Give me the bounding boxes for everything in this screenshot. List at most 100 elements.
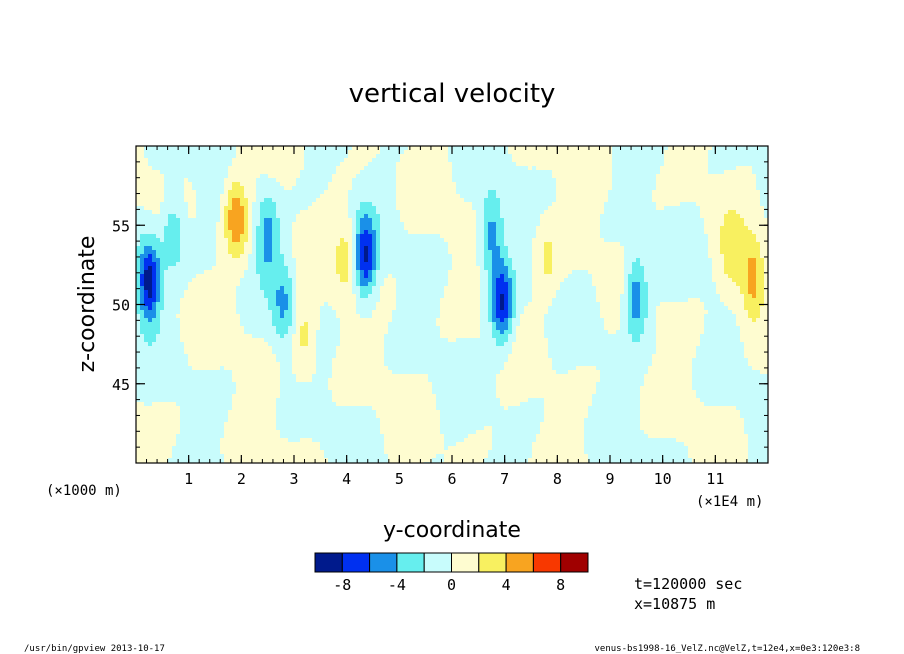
field-cell bbox=[308, 182, 313, 187]
field-cell bbox=[728, 174, 733, 179]
field-cell bbox=[756, 174, 761, 179]
field-cell bbox=[220, 254, 225, 259]
field-cell bbox=[156, 234, 161, 239]
field-cell bbox=[636, 242, 641, 247]
field-cell bbox=[328, 174, 333, 179]
field-cell bbox=[204, 186, 209, 191]
field-cell bbox=[160, 258, 165, 263]
field-cell bbox=[696, 170, 701, 175]
field-cell bbox=[740, 258, 745, 263]
field-cell bbox=[176, 206, 181, 211]
field-cell bbox=[360, 162, 365, 167]
field-cell bbox=[348, 242, 353, 247]
field-cell bbox=[508, 234, 513, 239]
field-cell bbox=[716, 174, 721, 179]
field-cell bbox=[240, 210, 245, 215]
field-cell bbox=[452, 150, 457, 155]
field-cell bbox=[240, 270, 245, 275]
field-cell bbox=[712, 238, 717, 243]
field-cell bbox=[500, 250, 505, 255]
field-cell bbox=[764, 198, 769, 203]
field-cell bbox=[256, 226, 261, 231]
field-cell bbox=[168, 198, 173, 203]
field-cell bbox=[668, 226, 673, 231]
field-cell bbox=[752, 210, 757, 215]
field-cell bbox=[496, 186, 501, 191]
field-cell bbox=[756, 242, 761, 247]
field-cell bbox=[580, 186, 585, 191]
field-cell bbox=[244, 230, 249, 235]
field-cell bbox=[392, 242, 397, 247]
field-cell bbox=[648, 238, 653, 243]
field-cell bbox=[476, 238, 481, 243]
field-cell bbox=[296, 226, 301, 231]
field-cell bbox=[288, 246, 293, 251]
field-cell bbox=[308, 146, 313, 151]
field-cell bbox=[276, 254, 281, 259]
field-cell bbox=[236, 262, 241, 267]
field-cell bbox=[516, 210, 521, 215]
field-cell bbox=[624, 226, 629, 231]
field-cell bbox=[400, 210, 405, 215]
field-cell bbox=[172, 210, 177, 215]
field-cell bbox=[720, 186, 725, 191]
field-cell bbox=[524, 202, 529, 207]
field-cell bbox=[460, 170, 465, 175]
field-cell bbox=[328, 254, 333, 259]
field-cell bbox=[608, 266, 613, 271]
field-cell bbox=[324, 218, 329, 223]
field-cell bbox=[376, 254, 381, 259]
field-cell bbox=[488, 246, 493, 251]
field-cell bbox=[268, 162, 273, 167]
field-cell bbox=[440, 190, 445, 195]
field-cell bbox=[412, 218, 417, 223]
field-cell bbox=[712, 214, 717, 219]
field-cell bbox=[684, 214, 689, 219]
field-cell bbox=[380, 262, 385, 267]
field-cell bbox=[400, 206, 405, 211]
field-cell bbox=[480, 170, 485, 175]
field-cell bbox=[416, 202, 421, 207]
field-cell bbox=[720, 206, 725, 211]
field-cell bbox=[528, 218, 533, 223]
field-cell bbox=[672, 182, 677, 187]
field-cell bbox=[464, 238, 469, 243]
field-cell bbox=[508, 206, 513, 211]
field-cell bbox=[416, 190, 421, 195]
field-cell bbox=[704, 262, 709, 267]
field-cell bbox=[632, 262, 637, 267]
field-cell bbox=[672, 202, 677, 207]
field-cell bbox=[456, 170, 461, 175]
field-cell bbox=[720, 210, 725, 215]
field-cell bbox=[588, 238, 593, 243]
field-cell bbox=[692, 262, 697, 267]
field-cell bbox=[368, 174, 373, 179]
field-cell bbox=[588, 226, 593, 231]
field-cell bbox=[292, 178, 297, 183]
field-cell bbox=[452, 154, 457, 159]
field-cell bbox=[228, 206, 233, 211]
field-cell bbox=[208, 162, 213, 167]
field-cell bbox=[516, 190, 521, 195]
field-cell bbox=[676, 214, 681, 219]
field-cell bbox=[348, 218, 353, 223]
field-cell bbox=[760, 242, 765, 247]
field-cell bbox=[636, 174, 641, 179]
field-cell bbox=[352, 194, 357, 199]
field-cell bbox=[212, 154, 217, 159]
field-cell bbox=[212, 218, 217, 223]
field-cell bbox=[612, 198, 617, 203]
field-cell bbox=[208, 166, 213, 171]
field-cell bbox=[452, 262, 457, 267]
field-cell bbox=[292, 234, 297, 239]
field-cell bbox=[156, 190, 161, 195]
field-cell bbox=[684, 202, 689, 207]
field-cell bbox=[548, 202, 553, 207]
field-cell bbox=[608, 250, 613, 255]
field-cell bbox=[380, 258, 385, 263]
field-cell bbox=[552, 154, 557, 159]
field-cell bbox=[140, 210, 145, 215]
field-cell bbox=[744, 230, 749, 235]
field-cell bbox=[536, 146, 541, 151]
field-cell bbox=[724, 218, 729, 223]
